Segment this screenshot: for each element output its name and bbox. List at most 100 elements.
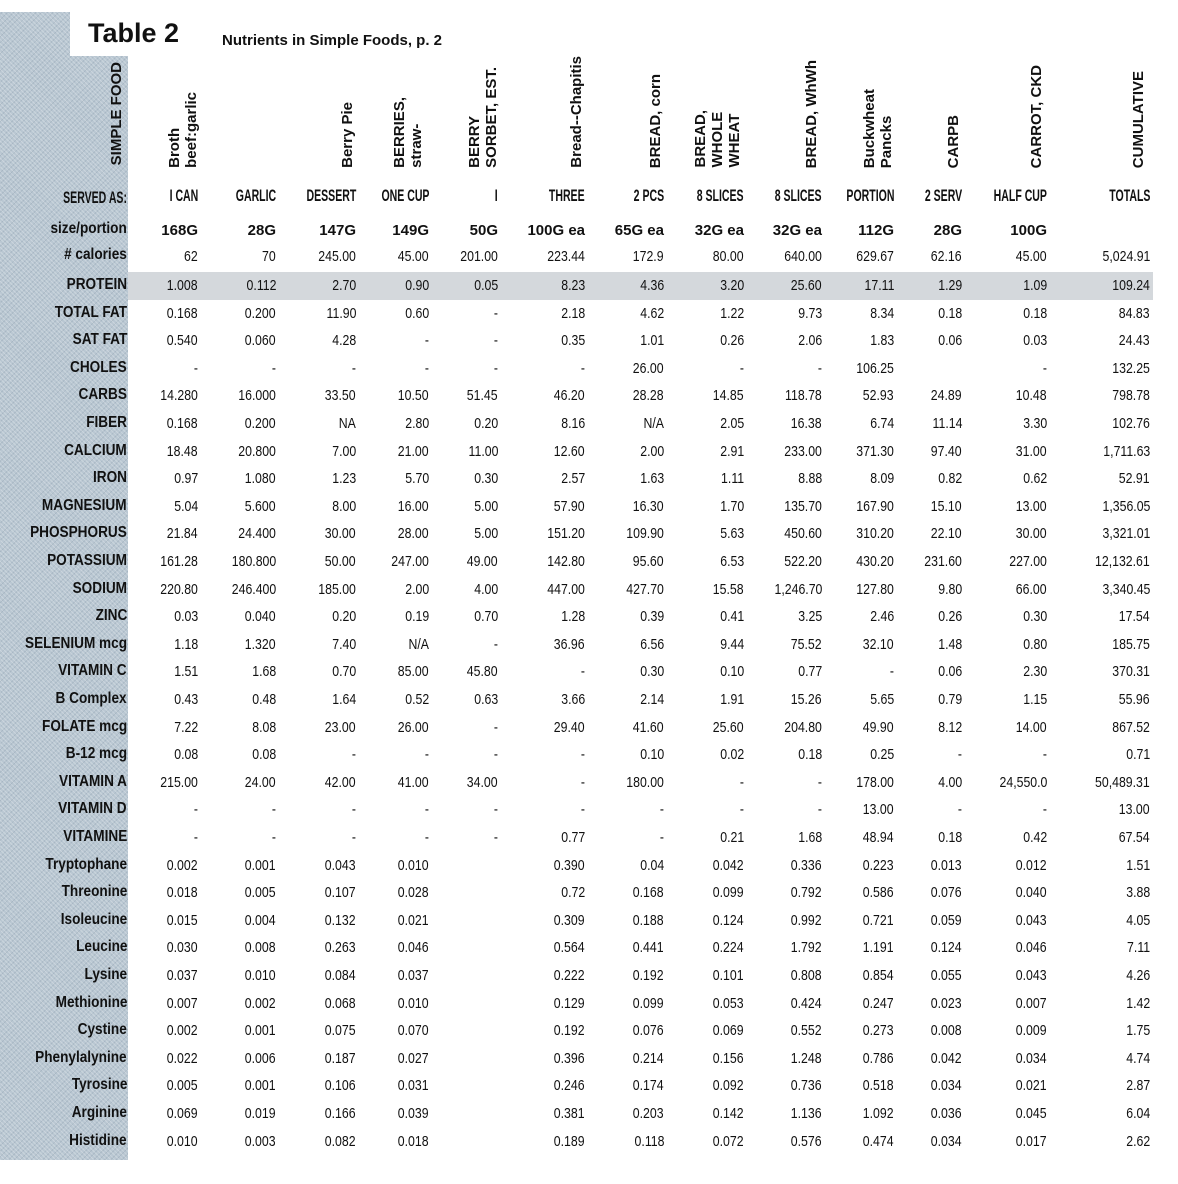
table-cell: 66.00 bbox=[1016, 580, 1047, 598]
calories-cell: 45.00 bbox=[1016, 248, 1047, 265]
table-cell: 5.600 bbox=[245, 497, 276, 515]
column-header: Broth beef:garlic bbox=[166, 92, 200, 168]
table-cell: 0.18 bbox=[938, 829, 962, 846]
table-cell: 0.247 bbox=[863, 994, 894, 1012]
row-label: B Complex bbox=[55, 690, 127, 707]
table-cell: 1,246.70 bbox=[774, 580, 822, 598]
table-cell: 0.001 bbox=[245, 1077, 276, 1095]
table-title: Table 2 bbox=[88, 18, 180, 48]
table-cell: 0.21 bbox=[720, 829, 744, 846]
table-cell: 2.62 bbox=[1126, 1132, 1150, 1150]
table-cell: 32.10 bbox=[863, 635, 894, 653]
size-cell: 112G bbox=[858, 222, 894, 239]
table-cell: 1.68 bbox=[798, 829, 822, 846]
served-as-cell: HALF CUP bbox=[993, 186, 1047, 205]
table-cell: 0.007 bbox=[167, 994, 198, 1012]
served-as-label: SERVED AS: bbox=[63, 188, 127, 207]
table-cell: 0.118 bbox=[634, 1132, 664, 1150]
row-label: Tyrosine bbox=[71, 1076, 127, 1094]
row-label: TOTAL FAT bbox=[54, 303, 127, 321]
table-cell: 84.83 bbox=[1119, 304, 1150, 322]
table-cell: 0.20 bbox=[474, 415, 498, 432]
table-cell: 0.124 bbox=[931, 939, 962, 957]
table-cell: N/A bbox=[408, 635, 429, 653]
table-cell: 0.010 bbox=[398, 856, 429, 874]
table-cell: 0.101 bbox=[713, 967, 744, 984]
table-cell: 3.25 bbox=[798, 608, 822, 626]
table-cell: 0.008 bbox=[245, 939, 276, 957]
table-cell: 0.586 bbox=[863, 884, 894, 902]
table-cell: 0.223 bbox=[863, 856, 894, 874]
table-cell: 8.09 bbox=[870, 470, 894, 488]
table-cell: 0.002 bbox=[245, 994, 276, 1012]
table-cell: 6.56 bbox=[640, 635, 664, 653]
table-cell: 0.808 bbox=[791, 967, 822, 984]
table-cell: 51.45 bbox=[467, 387, 498, 405]
table-cell: - bbox=[424, 746, 429, 764]
table-cell: 0.552 bbox=[791, 1022, 822, 1040]
table-cell: 0.792 bbox=[791, 884, 822, 902]
table-cell: 13.00 bbox=[1119, 801, 1150, 819]
calories-label: # calories bbox=[64, 246, 127, 263]
table-cell: 1.008 bbox=[167, 277, 198, 294]
table-cell: 0.059 bbox=[931, 911, 962, 929]
table-cell: 12,132.61 bbox=[1095, 553, 1150, 570]
table-cell: 1.320 bbox=[245, 635, 276, 653]
table-cell: 18.48 bbox=[167, 442, 198, 460]
table-cell: 0.072 bbox=[713, 1132, 744, 1150]
table-cell: 0.540 bbox=[167, 332, 198, 350]
table-cell: 7.40 bbox=[332, 635, 356, 653]
table-cell: 5.00 bbox=[474, 525, 498, 543]
table-cell: 4.00 bbox=[938, 773, 962, 791]
table-cell: 0.002 bbox=[167, 856, 198, 874]
table-cell: - bbox=[1042, 359, 1047, 377]
table-cell: 95.60 bbox=[633, 553, 664, 570]
table-cell: 0.52 bbox=[405, 691, 429, 708]
table-cell: 11.00 bbox=[468, 442, 498, 460]
table-cell: 1.11 bbox=[720, 470, 744, 488]
table-cell: - bbox=[271, 829, 276, 846]
table-cell: 0.71 bbox=[1126, 746, 1150, 764]
row-label: B-12 mcg bbox=[65, 745, 127, 763]
table-cell: N/A bbox=[643, 415, 664, 432]
table-cell: 30.00 bbox=[1016, 525, 1047, 543]
table-cell: 5.70 bbox=[405, 470, 429, 488]
served-as-cell: DESSERT bbox=[306, 186, 356, 205]
table-cell: 0.076 bbox=[931, 884, 962, 902]
table-cell: 0.20 bbox=[332, 608, 356, 626]
table-cell: 161.28 bbox=[160, 553, 198, 570]
table-cell: 9.73 bbox=[798, 304, 822, 322]
table-cell: 0.069 bbox=[167, 1105, 198, 1122]
table-cell: 7.11 bbox=[1126, 939, 1150, 957]
table-cell: 1.080 bbox=[245, 470, 276, 488]
table-cell: 0.013 bbox=[931, 856, 962, 874]
table-cell: 0.106 bbox=[325, 1077, 356, 1095]
table-cell: 798.78 bbox=[1112, 387, 1150, 405]
table-cell: 0.068 bbox=[325, 994, 356, 1012]
table-cell: 4.36 bbox=[640, 277, 664, 294]
table-cell: 1.29 bbox=[938, 277, 962, 294]
table-cell: 227.00 bbox=[1009, 553, 1047, 570]
table-cell: 0.222 bbox=[554, 967, 585, 984]
table-cell: 1,356.05 bbox=[1102, 497, 1150, 515]
table-cell: 0.200 bbox=[245, 304, 276, 322]
table-cell: 4.00 bbox=[474, 580, 498, 598]
table-cell: 0.070 bbox=[398, 1022, 429, 1040]
table-cell: 430.20 bbox=[856, 553, 894, 570]
table-cell: 23.00 bbox=[325, 718, 356, 736]
row-label: VITAMIN A bbox=[59, 772, 127, 790]
table-cell: 2.14 bbox=[640, 691, 664, 708]
table-cell: 3,340.45 bbox=[1102, 580, 1150, 598]
size-cell: 32G ea bbox=[772, 222, 822, 239]
table-cell: 0.046 bbox=[1016, 939, 1047, 957]
table-cell: - bbox=[817, 801, 822, 819]
table-cell: 0.042 bbox=[713, 856, 744, 874]
table-cell: 0.010 bbox=[398, 994, 429, 1012]
table-cell: - bbox=[493, 635, 498, 653]
table-cell: 0.48 bbox=[252, 691, 276, 708]
table-cell: 0.022 bbox=[167, 1049, 198, 1067]
table-cell: 0.05 bbox=[474, 277, 498, 294]
table-cell: 3,321.01 bbox=[1102, 525, 1150, 543]
table-cell: - bbox=[957, 746, 962, 764]
table-cell: 0.200 bbox=[245, 415, 276, 432]
